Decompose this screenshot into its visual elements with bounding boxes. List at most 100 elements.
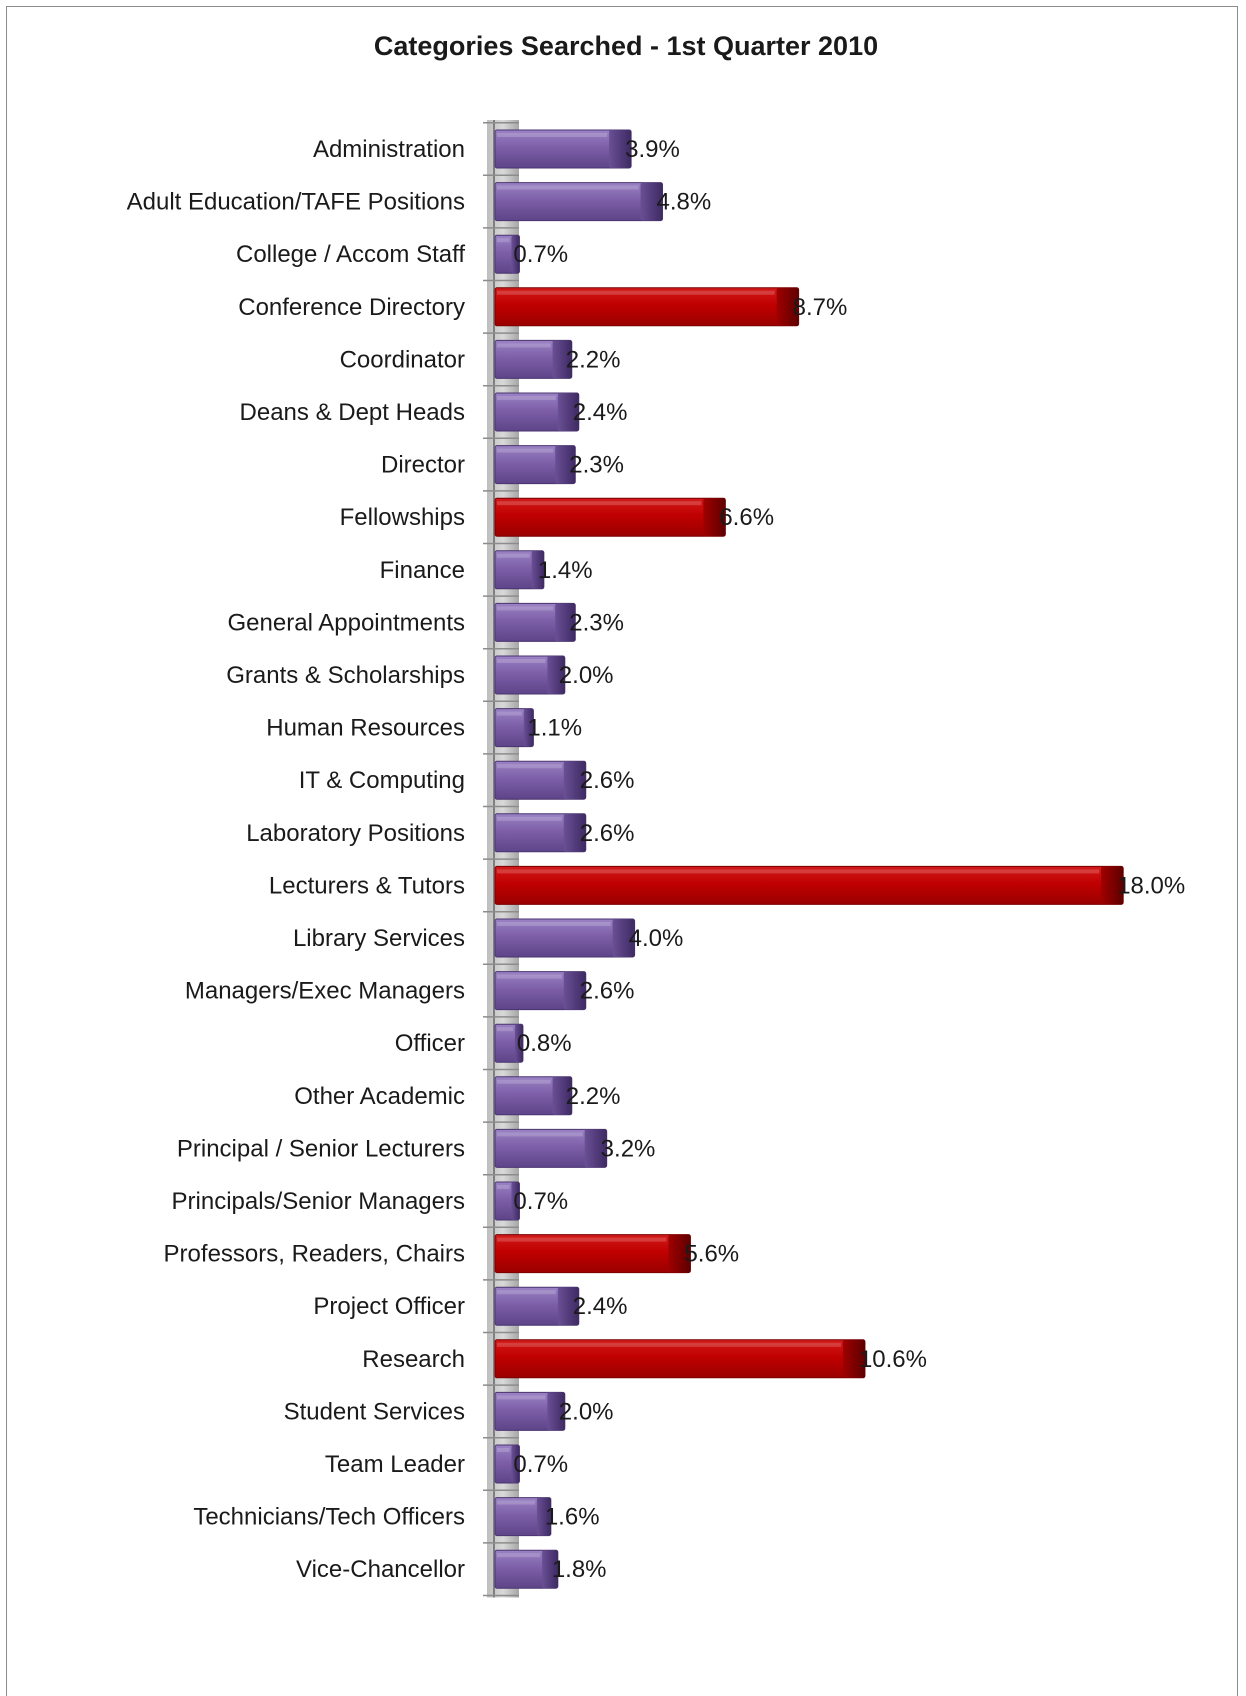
bar-end-cap — [531, 550, 544, 589]
category-label: College / Accom Staff — [236, 241, 465, 268]
data-label: 10.6% — [859, 1346, 927, 1373]
category-label: Professors, Readers, Chairs — [164, 1241, 465, 1268]
bar-highlight-sheen — [497, 606, 554, 611]
bar-highlight-sheen — [497, 711, 522, 716]
bar-highlight-sheen — [497, 185, 639, 190]
category-label: Human Resources — [266, 715, 465, 742]
bar — [494, 1549, 559, 1589]
category-label: Library Services — [293, 925, 465, 952]
data-labels: 3.9% 4.8% 0.7% 8.7% 2.2% 2.4% 2.3% 6.6% 1.4% 2.3%… — [513, 136, 1185, 1583]
bar — [494, 234, 520, 274]
data-label: 1.1% — [527, 715, 582, 742]
data-label: 0.8% — [517, 1030, 572, 1057]
category-label: Officer — [395, 1030, 465, 1057]
bar-highlight-sheen — [497, 764, 562, 769]
bar-end-cap — [555, 603, 576, 642]
category-label: Laboratory Positions — [246, 820, 465, 847]
bar-end-cap — [552, 340, 572, 379]
bar-end-cap — [514, 1024, 523, 1063]
category-label: Adult Education/TAFE Positions — [127, 189, 465, 216]
data-label: 2.3% — [569, 452, 624, 479]
data-label: 2.2% — [566, 346, 621, 373]
bar-end-cap — [609, 130, 632, 168]
category-label: Student Services — [284, 1398, 465, 1425]
category-label: Research — [362, 1346, 465, 1373]
data-label: 2.4% — [573, 399, 628, 426]
bar-end-cap — [776, 287, 799, 326]
bar — [494, 813, 587, 853]
category-label: Other Academic — [294, 1083, 465, 1110]
data-label: 1.8% — [552, 1556, 607, 1583]
data-label: 6.6% — [719, 504, 774, 531]
data-label: 0.7% — [513, 1188, 568, 1215]
bar — [494, 287, 800, 327]
data-label: 2.0% — [559, 1398, 614, 1425]
bar-highlight-sheen — [497, 1290, 556, 1295]
bar-highlight-sheen — [497, 396, 556, 400]
bar-highlight-sheen — [497, 1553, 541, 1558]
category-label: IT & Computing — [299, 767, 465, 794]
data-label: 2.6% — [580, 767, 635, 794]
bar-end-cap — [703, 498, 726, 537]
bar — [494, 655, 566, 695]
bar-end-cap — [511, 235, 520, 274]
bar — [494, 497, 726, 537]
category-label: Grants & Scholarships — [226, 662, 465, 689]
bar-end-cap — [640, 182, 663, 221]
data-label: 1.4% — [538, 557, 593, 584]
bar-highlight-sheen — [497, 1027, 513, 1032]
bar — [494, 550, 545, 590]
bar — [494, 445, 576, 485]
bar-highlight-sheen — [497, 974, 562, 979]
bar — [494, 1444, 520, 1484]
bar — [494, 602, 576, 642]
category-label: Administration — [313, 136, 465, 163]
category-label: Project Officer — [313, 1293, 465, 1320]
category-label: Conference Directory — [238, 294, 465, 321]
bar-highlight-sheen — [497, 1342, 841, 1347]
bar-highlight-sheen — [497, 1079, 551, 1084]
bar-highlight-sheen — [497, 1448, 510, 1452]
data-label: 5.6% — [684, 1241, 739, 1268]
category-label: Deans & Dept Heads — [240, 399, 465, 426]
chart-title: Categories Searched - 1st Quarter 2010 — [374, 31, 878, 61]
bar-highlight-sheen — [497, 501, 702, 506]
bar-end-cap — [1101, 866, 1124, 905]
bar — [494, 760, 587, 800]
bar-highlight-sheen — [497, 659, 546, 663]
bar-highlight-sheen — [497, 816, 562, 821]
data-label: 2.6% — [580, 820, 635, 847]
bar-end-cap — [557, 1287, 579, 1326]
bar-highlight-sheen — [497, 238, 510, 243]
data-label: 2.4% — [573, 1293, 628, 1320]
chart-frame — [6, 6, 1238, 1696]
bar — [494, 1497, 552, 1537]
bar — [494, 1023, 524, 1063]
category-label: Finance — [380, 557, 465, 584]
bar — [494, 339, 573, 379]
bar-highlight-sheen — [497, 553, 530, 558]
bar — [494, 865, 1124, 905]
category-label: Team Leader — [325, 1451, 465, 1478]
bar-highlight-sheen — [497, 133, 608, 137]
bar-highlight-sheen — [497, 448, 554, 453]
data-label: 0.7% — [513, 1451, 568, 1478]
bar-end-cap — [563, 971, 586, 1010]
bar-end-cap — [552, 1076, 572, 1115]
bar — [494, 1181, 520, 1221]
bar — [494, 918, 636, 958]
bar — [494, 1339, 866, 1379]
bar — [494, 1076, 573, 1116]
category-label: Managers/Exec Managers — [185, 978, 465, 1005]
bar-end-cap — [547, 656, 565, 694]
data-label: 3.9% — [625, 136, 680, 163]
data-label: 0.7% — [513, 241, 568, 268]
bar-highlight-sheen — [497, 1395, 546, 1400]
data-label: 2.2% — [566, 1083, 621, 1110]
bar-end-cap — [563, 761, 586, 800]
bar-end-cap — [563, 813, 586, 852]
data-label: 8.7% — [793, 294, 848, 321]
data-label: 4.8% — [657, 189, 712, 216]
data-label: 2.6% — [580, 978, 635, 1005]
